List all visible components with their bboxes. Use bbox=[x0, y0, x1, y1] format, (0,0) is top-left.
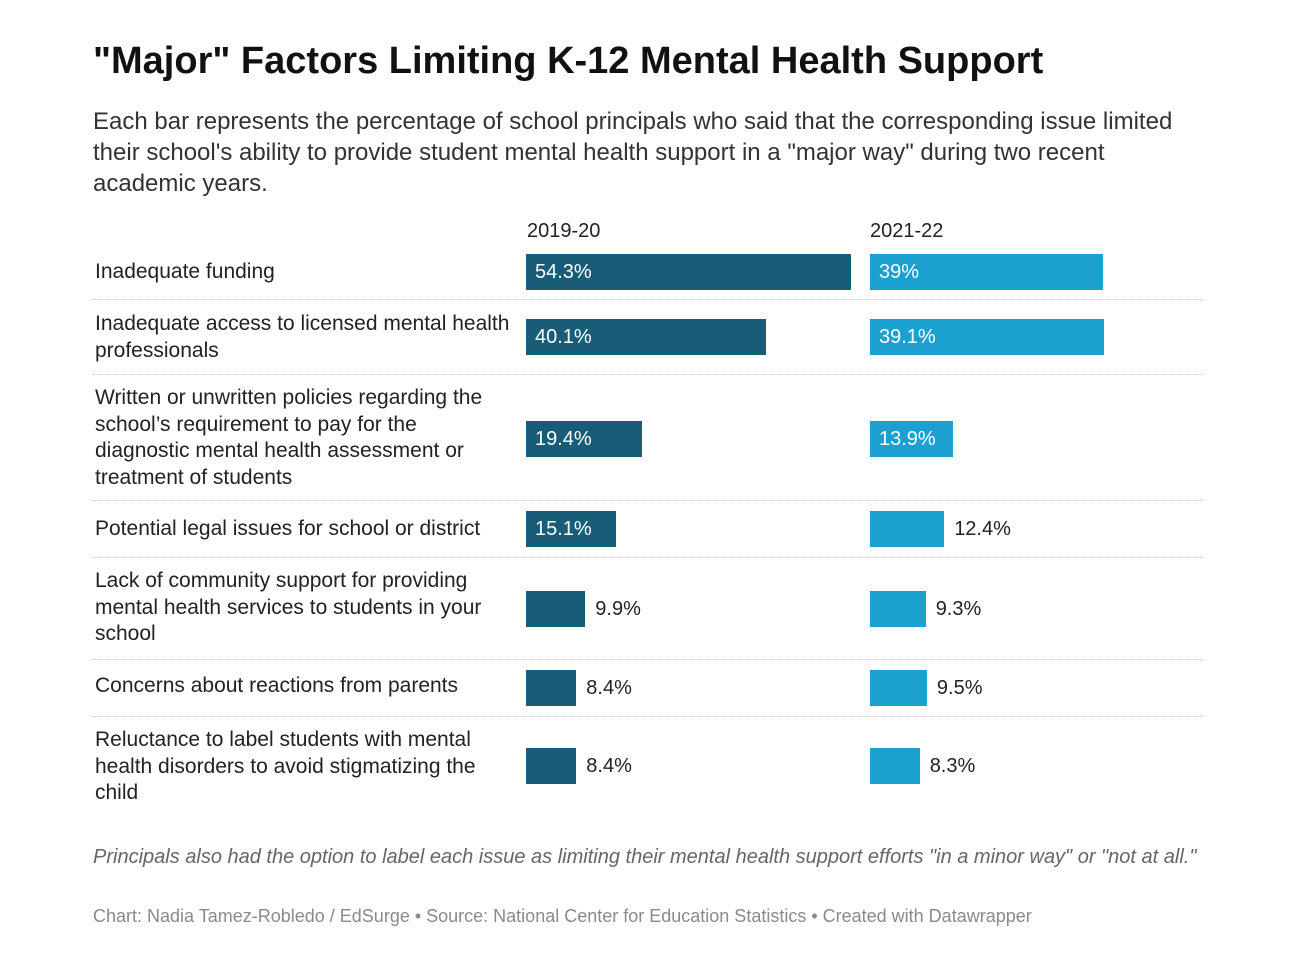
value-label: 54.3% bbox=[535, 261, 592, 283]
bar-2021-22-5 bbox=[870, 591, 926, 627]
row-divider bbox=[93, 500, 1203, 501]
value-label: 8.3% bbox=[929, 755, 976, 777]
value-label: 8.4% bbox=[586, 677, 632, 699]
value-label: 9.9% bbox=[595, 598, 641, 620]
chart-subtitle: Each bar represents the percentage of sc… bbox=[93, 108, 1173, 197]
chart-title: "Major" Factors Limiting K-12 Mental Hea… bbox=[93, 40, 1044, 82]
bar-2021-22-2 bbox=[870, 319, 1104, 355]
value-label: 13.9% bbox=[879, 428, 936, 450]
value-label: 39% bbox=[879, 261, 920, 283]
bar-2021-22-7 bbox=[870, 748, 920, 784]
bar-2019-20-7 bbox=[526, 748, 577, 784]
row-divider bbox=[93, 557, 1203, 558]
value-label: 8.4% bbox=[586, 755, 632, 777]
bar-2019-20-2 bbox=[526, 319, 766, 355]
value-label: 19.4% bbox=[535, 428, 592, 450]
bar-2021-22-3 bbox=[870, 421, 954, 457]
bar-2019-20-6 bbox=[526, 670, 577, 706]
bar-2021-22-1 bbox=[870, 254, 1104, 290]
bar-2019-20-3 bbox=[526, 421, 643, 457]
column-header-2021-22: 2021-22 bbox=[870, 220, 944, 242]
category-label: Written or unwritten policies regarding … bbox=[95, 386, 483, 489]
value-label: 15.1% bbox=[535, 518, 592, 540]
bar-2019-20-5 bbox=[526, 591, 586, 627]
row-divider bbox=[93, 374, 1203, 375]
value-label: 12.4% bbox=[954, 518, 1011, 540]
category-label: Inadequate access to licensed mental hea… bbox=[95, 312, 510, 362]
chart-note: Principals also had the option to label … bbox=[93, 846, 1197, 868]
chart-credit: Chart: Nadia Tamez-Robledo / EdSurge • S… bbox=[93, 906, 1032, 926]
bar-2019-20-4 bbox=[526, 511, 617, 547]
value-label: 9.3% bbox=[935, 598, 982, 620]
category-label: Lack of community support for providing … bbox=[95, 569, 482, 645]
value-label: 40.1% bbox=[535, 326, 592, 348]
value-label: 9.5% bbox=[936, 677, 983, 699]
column-header-2019-20: 2019-20 bbox=[527, 220, 601, 242]
bar-2021-22-6 bbox=[870, 670, 927, 706]
row-divider bbox=[93, 659, 1203, 660]
category-label: Inadequate funding bbox=[95, 260, 275, 283]
bar-2021-22-4 bbox=[870, 511, 945, 547]
value-label: 39.1% bbox=[879, 326, 936, 348]
category-label: Concerns about reactions from parents bbox=[95, 674, 459, 697]
row-divider bbox=[93, 299, 1203, 300]
bar-2019-20-1 bbox=[526, 254, 851, 290]
row-divider bbox=[93, 716, 1203, 717]
category-label: Reluctance to label students with mental… bbox=[95, 728, 476, 804]
category-label: Potential legal issues for school or dis… bbox=[95, 517, 481, 540]
